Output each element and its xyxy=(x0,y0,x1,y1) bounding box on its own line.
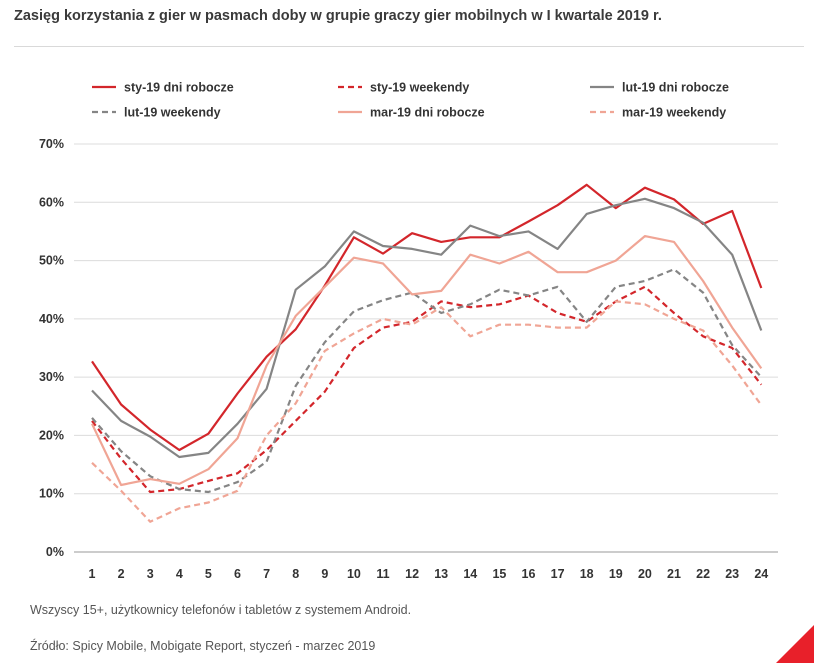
x-tick-label: 20 xyxy=(638,567,652,581)
x-tick-label: 11 xyxy=(376,567,389,581)
x-tick-label: 14 xyxy=(463,567,477,581)
x-tick-label: 10 xyxy=(347,567,361,581)
series-line-6 xyxy=(91,300,763,523)
series-line-1 xyxy=(91,183,763,452)
y-tick-label: 30% xyxy=(39,370,64,384)
y-tick-label: 50% xyxy=(39,254,64,268)
y-axis-ticks: 0% 10% 20% 30% 40% 50% 60% 70% xyxy=(39,137,64,559)
x-tick-label: 4 xyxy=(176,567,183,581)
x-axis-ticks: 1 2 3 4 5 6 7 8 9 10 11 12 13 14 15 16 17 18 19 20 21 22 23 24 xyxy=(89,567,769,581)
x-tick-label: 6 xyxy=(234,567,241,581)
x-tick-label: 5 xyxy=(205,567,212,581)
x-tick-label: 8 xyxy=(292,567,299,581)
legend-label: sty-19 dni robocze xyxy=(124,81,234,95)
y-tick-label: 40% xyxy=(39,312,64,326)
chart-legend: sty-19 dni robocze sty-19 weekendy lut-19 … xyxy=(92,81,729,120)
x-tick-label: 18 xyxy=(580,567,594,581)
y-tick-label: 70% xyxy=(39,137,64,151)
x-tick-label: 23 xyxy=(725,567,739,581)
chart-title: Zasięg korzystania z gier w pasmach doby… xyxy=(14,8,662,24)
y-tick-label: 20% xyxy=(39,428,64,442)
x-tick-label: 3 xyxy=(147,567,154,581)
legend-label: lut-19 dni robocze xyxy=(622,81,729,95)
x-tick-label: 24 xyxy=(754,567,768,581)
series-line-2 xyxy=(91,285,763,494)
title-divider xyxy=(14,46,804,47)
x-tick-label: 22 xyxy=(696,567,710,581)
legend-label: lut-19 weekendy xyxy=(124,106,221,120)
legend-label: sty-19 weekendy xyxy=(370,81,469,95)
brand-corner-triangle xyxy=(776,625,814,663)
chart-series xyxy=(91,183,763,523)
y-tick-label: 0% xyxy=(46,545,64,559)
footnote: Wszyscy 15+, użytkownicy telefonów i tab… xyxy=(30,603,412,617)
chart-grid xyxy=(74,143,778,553)
x-tick-label: 17 xyxy=(551,567,565,581)
line-chart: sty-19 dni robocze sty-19 weekendy lut-19 … xyxy=(39,81,778,581)
x-tick-label: 13 xyxy=(434,567,448,581)
x-tick-label: 12 xyxy=(405,567,419,581)
y-tick-label: 60% xyxy=(39,195,64,209)
x-tick-label: 9 xyxy=(321,567,328,581)
x-tick-label: 21 xyxy=(667,567,681,581)
legend-label: mar-19 weekendy xyxy=(622,106,726,120)
source-note: Źródło: Spicy Mobile, Mobigate Report, s… xyxy=(30,639,376,653)
x-tick-label: 1 xyxy=(89,567,96,581)
x-tick-label: 2 xyxy=(118,567,125,581)
x-tick-label: 7 xyxy=(263,567,270,581)
x-tick-label: 19 xyxy=(609,567,623,581)
legend-label: mar-19 dni robocze xyxy=(370,106,485,120)
series-line-5 xyxy=(91,235,763,487)
series-line-3 xyxy=(91,197,763,459)
y-tick-label: 10% xyxy=(39,487,64,501)
x-tick-label: 15 xyxy=(492,567,506,581)
x-tick-label: 16 xyxy=(522,567,536,581)
series-line-4 xyxy=(91,268,763,494)
